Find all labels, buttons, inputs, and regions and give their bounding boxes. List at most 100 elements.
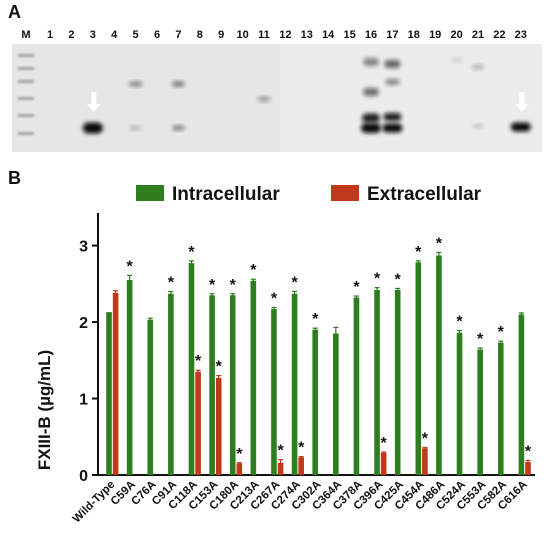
significance-star: * xyxy=(195,353,202,370)
bar-extracellular-c267a xyxy=(277,462,284,475)
legend: Intracellular Extracellular xyxy=(136,184,482,205)
bar-intracellular-c153a xyxy=(209,295,215,475)
y-tick-label: 0 xyxy=(79,468,88,485)
significance-star: * xyxy=(477,331,484,348)
arrow-icon xyxy=(86,92,101,112)
bar-intracellular-c91a xyxy=(168,293,174,475)
marker-lane-label: M xyxy=(21,29,30,41)
bar-intracellular-c425a xyxy=(394,289,401,475)
y-tick-label: 3 xyxy=(79,239,88,256)
lane-label: 22 xyxy=(493,29,505,41)
lane-label: 12 xyxy=(279,29,291,41)
bar-intracellular-c553a xyxy=(477,349,483,475)
bar-intracellular-c378a xyxy=(353,297,360,475)
panel-a-label: A xyxy=(8,2,21,22)
bar-extracellular-c118a xyxy=(195,371,201,475)
bar-intracellular-c486a xyxy=(436,255,442,475)
legend-label-extracellular: Extracellular xyxy=(367,184,482,205)
significance-star: * xyxy=(312,311,319,328)
bar-intracellular-c454a xyxy=(415,262,422,475)
blot-band xyxy=(384,60,401,68)
blot-band xyxy=(361,123,381,133)
lane-label: 16 xyxy=(365,29,377,41)
bar-intracellular-c616a xyxy=(518,314,525,475)
bar-intracellular-c118a xyxy=(188,263,195,475)
legend-swatch-extracellular xyxy=(331,185,359,201)
blot-band xyxy=(383,113,402,121)
bar-extracellular-c274a xyxy=(298,457,304,475)
panel-b-label: B xyxy=(8,168,21,188)
lane-label: 11 xyxy=(258,29,270,41)
blot-membrane-left xyxy=(12,44,282,152)
bar-extracellular-c454a xyxy=(422,448,428,475)
blot-membrane-right xyxy=(280,44,542,152)
significance-star: * xyxy=(209,277,216,294)
significance-star: * xyxy=(298,440,305,457)
significance-star: * xyxy=(436,235,443,252)
bar-intracellular-c76a xyxy=(147,319,154,475)
marker-band xyxy=(18,54,34,57)
marker-band xyxy=(18,67,34,70)
lane-label: 1 xyxy=(47,29,53,41)
western-blot: M 1 2 3 4 5 6 7 8 9 10 11 12 13 14 15 16 17 18 19 20 21 22 23 xyxy=(12,29,542,152)
lane-label: 14 xyxy=(322,29,335,41)
blot-band xyxy=(363,88,379,96)
legend-label-intracellular: Intracellular xyxy=(172,184,280,205)
marker-band xyxy=(18,132,34,135)
lane-label: 20 xyxy=(450,29,462,41)
blot-band xyxy=(382,123,403,133)
significance-star: * xyxy=(250,262,257,279)
blot-band xyxy=(362,113,380,123)
blot-band xyxy=(385,79,400,85)
blot-band xyxy=(473,124,483,128)
significance-star: * xyxy=(525,443,532,460)
blot-band xyxy=(258,96,270,102)
lane-label: 19 xyxy=(429,29,441,41)
significance-star: * xyxy=(168,274,175,291)
significance-star: * xyxy=(188,244,195,261)
bar-extracellular-c153a xyxy=(215,377,222,475)
lane-label: 21 xyxy=(472,29,484,41)
blot-band xyxy=(472,64,484,70)
y-tick-label: 1 xyxy=(79,392,88,409)
bar-intracellular-c59a xyxy=(126,280,133,475)
bar-intracellular-c524a xyxy=(456,332,463,475)
lane-label: 23 xyxy=(515,29,527,41)
significance-star: * xyxy=(456,313,463,330)
significance-star: * xyxy=(230,277,237,294)
lane-label: 8 xyxy=(197,29,203,41)
significance-star: * xyxy=(415,244,422,261)
bar-extracellular-wild-type xyxy=(112,293,119,475)
x-axis-labels: Wild-TypeC59AC76AC91AC118AC153AC180AC213… xyxy=(71,479,530,526)
blot-band xyxy=(510,122,531,132)
significance-star: * xyxy=(422,430,429,447)
significance-star: * xyxy=(395,271,402,288)
marker-band xyxy=(18,97,34,100)
y-axis-label: FXIII-B (µg/mL) xyxy=(35,350,54,470)
blot-band xyxy=(129,81,143,87)
lane-label: 7 xyxy=(175,29,181,41)
significance-star: * xyxy=(291,274,298,291)
lane-label: 6 xyxy=(154,29,160,41)
lane-label: 5 xyxy=(133,29,139,41)
lane-label: 4 xyxy=(111,29,118,41)
bar-extracellular-c396a xyxy=(380,452,387,475)
lane-label: 18 xyxy=(408,29,420,41)
lane-label: 3 xyxy=(90,29,96,41)
y-tick-label: 2 xyxy=(79,315,88,332)
significance-star: * xyxy=(127,258,134,275)
bars: * * * * * * * * * * * * * * * * * * * * * * * * * xyxy=(106,235,532,475)
significance-star: * xyxy=(216,359,223,376)
bar-intracellular-wild-type xyxy=(106,312,112,475)
bar-intracellular-c213a xyxy=(250,280,257,475)
lane-label: 9 xyxy=(218,29,224,41)
bar-extracellular-c616a xyxy=(525,462,531,475)
lane-label: 2 xyxy=(68,29,74,41)
fxiii-b-bar-chart: Intracellular Extracellular FXIII-B (µg/… xyxy=(35,184,535,526)
blot-band xyxy=(172,81,185,87)
blot-band xyxy=(82,122,103,134)
significance-star: * xyxy=(374,271,381,288)
significance-star: * xyxy=(277,443,284,460)
blot-band xyxy=(172,125,185,131)
bar-intracellular-c180a xyxy=(229,295,236,475)
